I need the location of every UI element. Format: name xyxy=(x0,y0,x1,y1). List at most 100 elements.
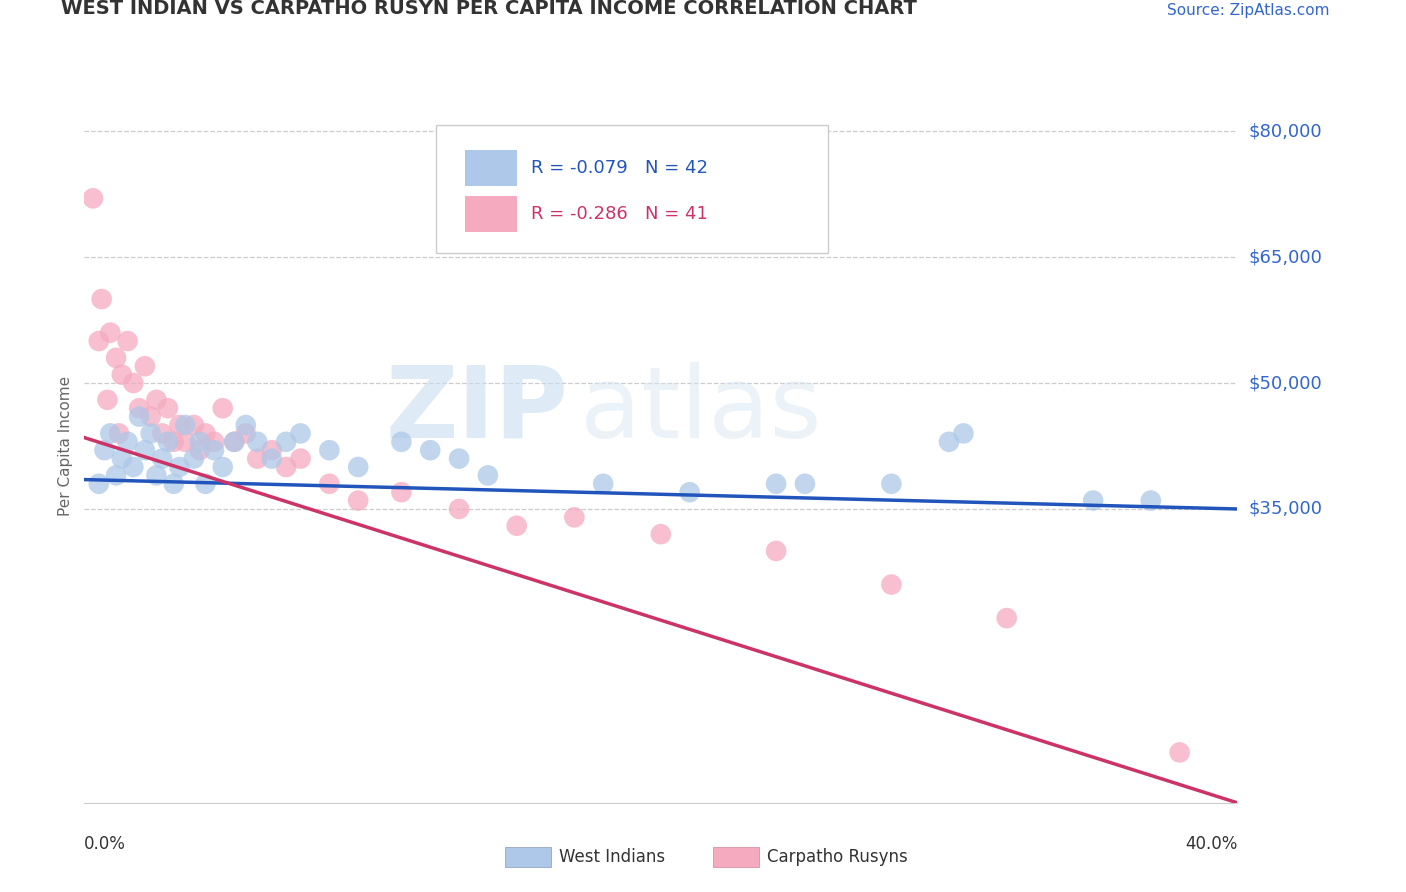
Point xyxy=(87,334,110,348)
Text: $50,000: $50,000 xyxy=(1249,374,1322,392)
Point xyxy=(391,485,413,500)
Point xyxy=(449,502,471,516)
Point xyxy=(134,359,156,374)
Point xyxy=(105,468,128,483)
Point xyxy=(134,443,156,458)
Point xyxy=(105,351,128,365)
Point xyxy=(202,434,225,449)
Text: WEST INDIAN VS CARPATHO RUSYN PER CAPITA INCOME CORRELATION CHART: WEST INDIAN VS CARPATHO RUSYN PER CAPITA… xyxy=(62,0,917,18)
Text: ZIP: ZIP xyxy=(385,362,568,458)
Point xyxy=(108,426,131,441)
Point xyxy=(276,460,298,475)
Text: West Indians: West Indians xyxy=(560,848,665,866)
Text: R = -0.079   N = 42: R = -0.079 N = 42 xyxy=(530,159,707,177)
Point xyxy=(1140,493,1163,508)
Text: 0.0%: 0.0% xyxy=(84,835,127,853)
Point xyxy=(145,392,167,407)
Point xyxy=(564,510,586,524)
Point xyxy=(260,443,283,458)
Point xyxy=(224,434,246,449)
Point xyxy=(98,326,121,340)
Point xyxy=(765,544,787,558)
Point xyxy=(117,434,139,449)
Point xyxy=(169,417,191,432)
Point xyxy=(318,476,340,491)
Point xyxy=(183,451,205,466)
Point xyxy=(211,401,233,416)
Point xyxy=(650,527,672,541)
Point xyxy=(139,409,162,424)
Point xyxy=(290,426,312,441)
Point xyxy=(938,434,960,449)
Point xyxy=(224,434,246,449)
FancyBboxPatch shape xyxy=(465,150,517,186)
Point xyxy=(880,476,903,491)
Point xyxy=(188,443,211,458)
Point xyxy=(122,376,145,390)
Point xyxy=(163,476,186,491)
Point xyxy=(194,426,217,441)
Point xyxy=(117,334,139,348)
FancyBboxPatch shape xyxy=(713,847,759,867)
Point xyxy=(449,451,471,466)
FancyBboxPatch shape xyxy=(465,196,517,232)
Text: $80,000: $80,000 xyxy=(1249,122,1322,140)
Point xyxy=(163,434,186,449)
Point xyxy=(111,368,134,382)
Point xyxy=(87,476,110,491)
Point xyxy=(111,451,134,466)
Point xyxy=(347,460,370,475)
Point xyxy=(1083,493,1105,508)
Point xyxy=(202,443,225,458)
Text: $35,000: $35,000 xyxy=(1249,500,1323,518)
Point xyxy=(592,476,614,491)
Point xyxy=(93,443,115,458)
Point xyxy=(391,434,413,449)
Point xyxy=(183,417,205,432)
Point xyxy=(128,409,150,424)
Point xyxy=(290,451,312,466)
Point xyxy=(139,426,162,441)
Point xyxy=(169,460,191,475)
Point xyxy=(246,451,269,466)
Point xyxy=(150,451,173,466)
Point xyxy=(156,434,179,449)
Text: $65,000: $65,000 xyxy=(1249,248,1322,266)
Point xyxy=(96,392,118,407)
Point xyxy=(276,434,298,449)
Point xyxy=(995,611,1018,625)
Point xyxy=(150,426,173,441)
Text: R = -0.286   N = 41: R = -0.286 N = 41 xyxy=(530,205,707,223)
Point xyxy=(235,426,257,441)
Point xyxy=(765,476,787,491)
Point xyxy=(98,426,121,441)
Point xyxy=(952,426,974,441)
Point xyxy=(235,417,257,432)
Text: atlas: atlas xyxy=(581,362,821,458)
Point xyxy=(128,401,150,416)
Point xyxy=(794,476,817,491)
Point xyxy=(174,417,197,432)
Point xyxy=(82,191,104,205)
Text: Carpatho Rusyns: Carpatho Rusyns xyxy=(766,848,908,866)
Point xyxy=(1168,746,1191,760)
Y-axis label: Per Capita Income: Per Capita Income xyxy=(58,376,73,516)
Text: Source: ZipAtlas.com: Source: ZipAtlas.com xyxy=(1167,3,1330,18)
Point xyxy=(246,434,269,449)
Point xyxy=(211,460,233,475)
Point xyxy=(145,468,167,483)
FancyBboxPatch shape xyxy=(436,125,828,253)
Point xyxy=(419,443,441,458)
Text: 40.0%: 40.0% xyxy=(1185,835,1237,853)
Point xyxy=(347,493,370,508)
Point xyxy=(679,485,702,500)
Point xyxy=(188,434,211,449)
Point xyxy=(506,518,529,533)
Point xyxy=(156,401,179,416)
Point xyxy=(477,468,499,483)
Point xyxy=(194,476,217,491)
Point xyxy=(122,460,145,475)
Point xyxy=(318,443,340,458)
Point xyxy=(90,292,112,306)
Point xyxy=(174,434,197,449)
